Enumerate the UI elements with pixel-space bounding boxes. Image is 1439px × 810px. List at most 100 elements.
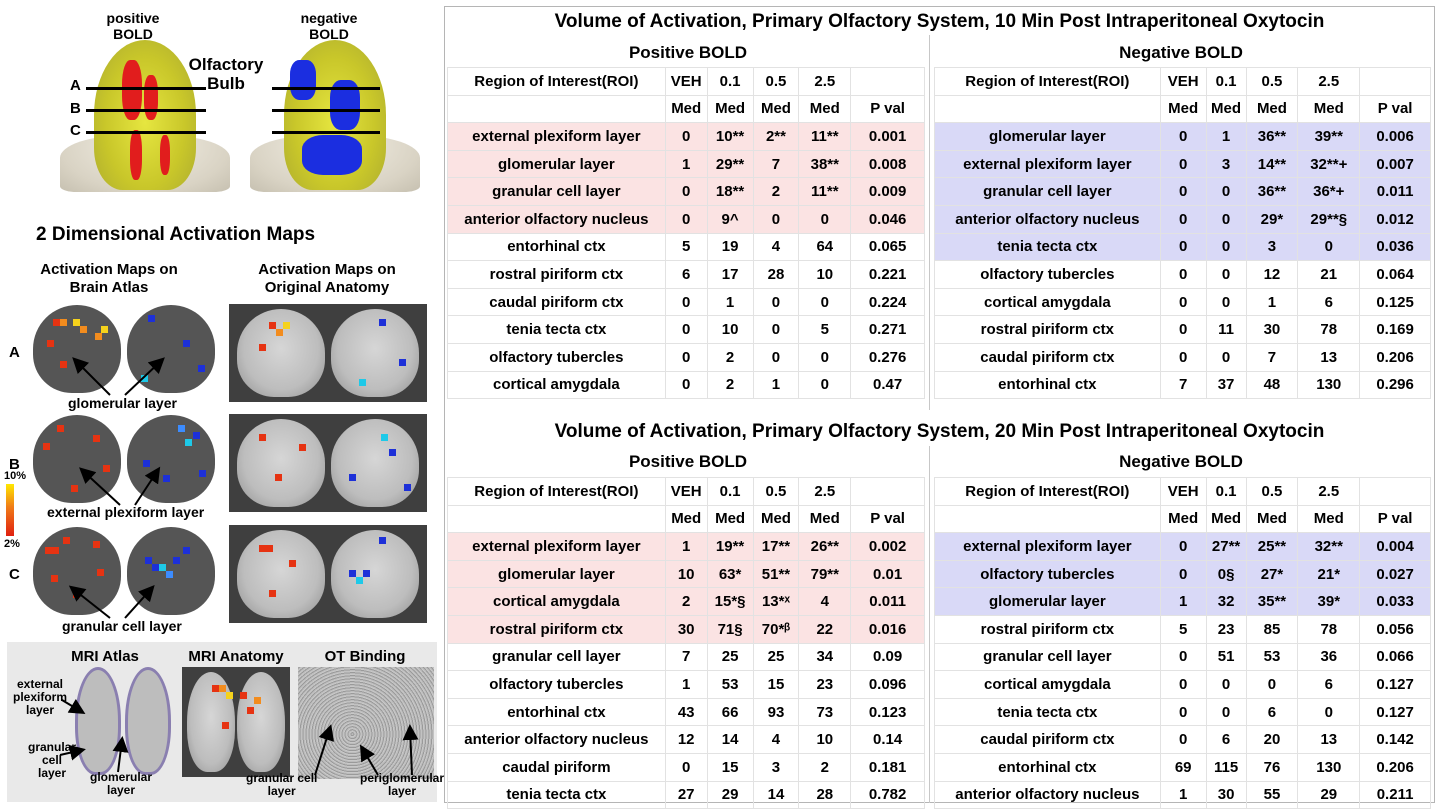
value-cell: 2 <box>706 370 754 400</box>
anatomy-maps-title: Activation Maps on Original Anatomy <box>258 261 396 296</box>
value-cell: 0 <box>1205 260 1247 289</box>
value-cell: 0.271 <box>850 315 925 344</box>
value-cell: Med <box>798 94 852 124</box>
value-cell: 0 <box>1205 177 1247 206</box>
value-cell: 0 <box>664 122 708 151</box>
value-cell: 0.056 <box>1359 614 1431 644</box>
table-row: external plexiform layer 0 27** 25** 32** 0.0… <box>934 532 1431 561</box>
value-cell: 30 <box>1245 315 1299 344</box>
value-cell: 0 <box>1159 204 1207 234</box>
roi-cell: caudal piriform ctx <box>447 287 666 317</box>
value-cell: 5 <box>798 315 852 344</box>
bottom-granular-cell-layer-label: granular cell layer <box>246 771 318 798</box>
header-row: Region of Interest(ROI) VEH 0.1 0.5 2.5 <box>447 67 925 96</box>
value-cell: 0.224 <box>850 287 925 317</box>
value-cell: 4 <box>752 725 800 754</box>
value-cell: 26** <box>798 532 852 561</box>
roi-cell: caudal piriform ctx <box>934 725 1161 754</box>
value-cell: 66 <box>706 697 754 727</box>
value-cell: 0 <box>664 342 708 372</box>
bottom-glomerular-label: glomerular layer <box>90 770 153 797</box>
roi-cell: Region of Interest(ROI) <box>447 477 666 506</box>
value-cell: 11** <box>798 177 852 206</box>
atlas-maps-title: Activation Maps on Brain Atlas <box>40 261 178 296</box>
value-cell: VEH <box>1159 477 1207 506</box>
value-cell: 0 <box>1159 122 1207 151</box>
olfactory-bulb-label: Olfactory Bulb <box>188 55 264 93</box>
scale-bottom-label: 2% <box>4 538 20 550</box>
value-cell: 78 <box>1297 315 1361 344</box>
cut-line-a-neg <box>272 87 380 90</box>
value-cell: 0 <box>1159 287 1207 317</box>
value-cell: 10 <box>798 725 852 754</box>
table-row: entorhinal ctx 43 66 93 73 0.123 <box>447 697 925 727</box>
value-cell: 14 <box>752 780 800 810</box>
positive-bulb-render <box>60 40 230 192</box>
annotation-granular: granular cell layer <box>62 618 182 634</box>
roi-cell <box>934 94 1161 124</box>
value-cell: 51** <box>752 559 800 589</box>
value-cell: 0.125 <box>1359 287 1431 317</box>
roi-cell: external plexiform layer <box>934 532 1161 561</box>
value-cell: 63* <box>706 559 754 589</box>
roi-cell: olfactory tubercles <box>447 670 666 699</box>
slice-letter-c-top: C <box>70 122 81 139</box>
value-cell: 115 <box>1205 752 1247 782</box>
value-cell: 0.47 <box>850 370 925 400</box>
table-row: glomerular layer 0 1 36** 39** 0.006 <box>934 122 1431 151</box>
roi-cell: anterior olfactory nucleus <box>934 204 1161 234</box>
roi-cell: olfactory tubercles <box>447 342 666 372</box>
negative-bold-label: negative BOLD <box>300 10 358 42</box>
roi-cell: cortical amygdala <box>447 370 666 400</box>
table-row: olfactory tubercles 0 0 12 21 0.064 <box>934 260 1431 289</box>
value-cell: 64 <box>798 232 852 262</box>
table-row: external plexiform layer 1 19** 17** 26** 0.0… <box>447 532 925 561</box>
value-cell: 0 <box>1205 204 1247 234</box>
value-cell: 79** <box>798 559 852 589</box>
roi-cell: glomerular layer <box>934 122 1161 151</box>
roi-cell: rostral piriform ctx <box>447 260 666 289</box>
value-cell: Med <box>1297 94 1361 124</box>
value-cell: 0 <box>1297 697 1361 727</box>
value-cell: 29**§ <box>1297 204 1361 234</box>
anatomy-map-a <box>229 304 427 402</box>
cut-line-a <box>86 87 206 90</box>
value-cell: Med <box>1159 94 1207 124</box>
value-cell: 0 <box>1159 532 1207 561</box>
value-cell: 10 <box>706 315 754 344</box>
table-row: glomerular layer 1 29** 7 38** 0.008 <box>447 149 925 179</box>
negative-bold-header-10min: Negative BOLD <box>1119 43 1243 62</box>
value-cell: 30 <box>664 614 708 644</box>
value-cell: 0.206 <box>1359 752 1431 782</box>
value-cell: 1 <box>1159 587 1207 616</box>
value-cell: 1 <box>1245 287 1299 317</box>
value-cell: 35** <box>1245 587 1299 616</box>
value-cell: 0 <box>664 287 708 317</box>
table-row: entorhinal ctx 69 115 76 130 0.206 <box>934 752 1431 782</box>
table-row: caudal piriform ctx 0 6 20 13 0.142 <box>934 725 1431 754</box>
value-cell: 18** <box>706 177 754 206</box>
value-cell: 70*ᵝ <box>752 614 800 644</box>
bottom-external-plexiform-label: external plexiform layer <box>13 677 68 717</box>
value-cell <box>1359 477 1431 506</box>
value-cell: 71§ <box>706 614 754 644</box>
roi-cell: tenia tecta ctx <box>934 697 1161 727</box>
value-cell: 0 <box>1245 670 1299 699</box>
value-cell: VEH <box>664 477 708 506</box>
value-cell: 2** <box>752 122 800 151</box>
table-row: cortical amygdala 0 0 1 6 0.125 <box>934 287 1431 317</box>
value-cell: 0.1 <box>706 67 754 96</box>
value-cell: Med <box>752 94 800 124</box>
value-cell: 0.011 <box>1359 177 1431 206</box>
value-cell: 93 <box>752 697 800 727</box>
anatomy-map-b <box>229 414 427 512</box>
value-cell: 7 <box>752 149 800 179</box>
value-cell: 0 <box>664 177 708 206</box>
value-cell: 36*+ <box>1297 177 1361 206</box>
value-cell: 0.012 <box>1359 204 1431 234</box>
value-cell: P val <box>850 504 925 534</box>
value-cell: 39** <box>1297 122 1361 151</box>
roi-cell: glomerular layer <box>447 149 666 179</box>
table-divider-1 <box>929 35 930 410</box>
value-cell: Med <box>1297 504 1361 534</box>
